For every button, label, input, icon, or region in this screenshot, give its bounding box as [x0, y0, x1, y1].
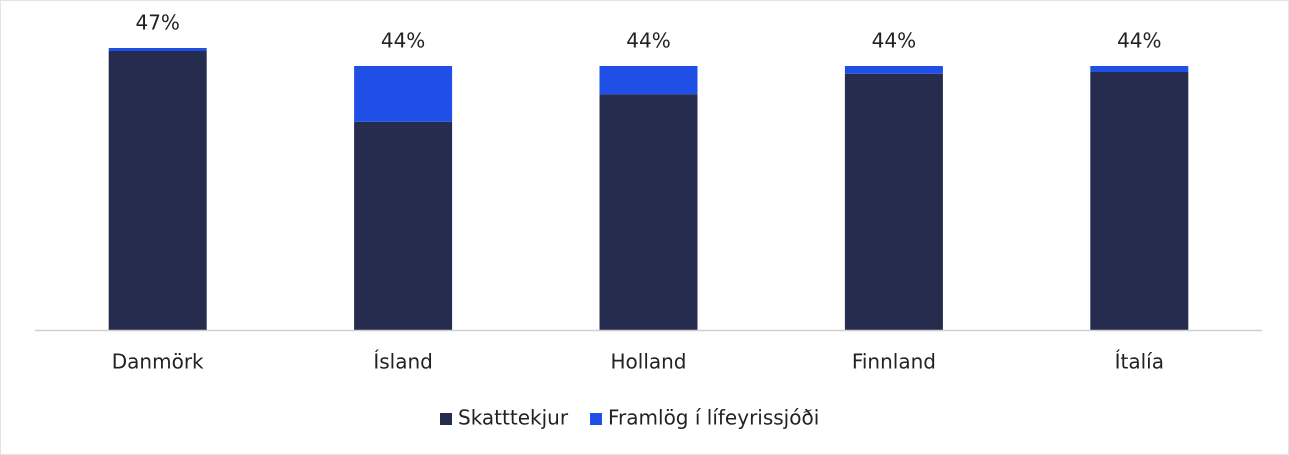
legend-label: Skatttekjur: [458, 406, 569, 430]
bar-segment: [1090, 72, 1189, 330]
x-tick-label: Finnland: [852, 350, 936, 374]
bar-segment: [844, 73, 943, 331]
bar-segment: [844, 66, 943, 74]
x-tick-label: Holland: [610, 350, 686, 374]
total-label: 44%: [626, 29, 670, 53]
x-tick-label: Ísland: [373, 350, 433, 374]
bar-segment: [599, 94, 698, 330]
x-tick-label: Danmörk: [112, 350, 204, 374]
x-tick-label: Ítalía: [1115, 350, 1164, 374]
bar-segment: [354, 66, 453, 122]
bar-segment: [354, 121, 453, 330]
legend-swatch: [440, 413, 452, 425]
bar-segment: [599, 66, 698, 95]
total-label: 44%: [381, 29, 425, 53]
legend-swatch: [590, 413, 602, 425]
total-label: 47%: [135, 11, 179, 35]
legend-label: Framlög í lífeyrissjóði: [608, 406, 819, 430]
bar-segment: [108, 51, 207, 330]
bar-segment: [108, 48, 207, 51]
bar-segment: [1090, 66, 1189, 72]
total-label: 44%: [1117, 29, 1161, 53]
total-label: 44%: [872, 29, 916, 53]
